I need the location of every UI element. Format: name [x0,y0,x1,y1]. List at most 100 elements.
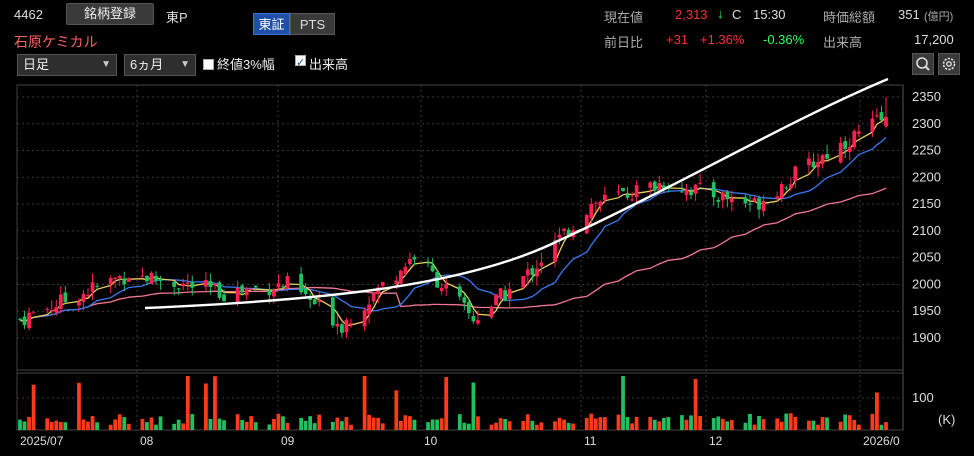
volume-bar [303,420,308,430]
volume-bar [530,420,535,430]
candle-body [45,308,50,310]
volume-bar [884,422,888,430]
candle-body [584,214,589,234]
candle-body [330,297,335,326]
candle-body [725,191,730,200]
volume-bar [95,422,99,430]
volume-bar [689,415,693,430]
candle-body [380,282,385,286]
volume-bar [222,420,226,430]
candle-body [856,131,861,134]
volume-bar [725,421,730,430]
candle-body [426,262,430,264]
candle-body [176,288,181,290]
register-button[interactable]: 銘柄登録 [66,3,154,25]
volume-bar [362,376,367,430]
candle-body [743,197,748,204]
candle-body [376,287,381,294]
candle-body [630,199,634,201]
candle-body [466,302,471,313]
checkbox-box-checked[interactable] [295,55,306,66]
y-tick-label: 2300 [912,116,941,131]
volume-bar [752,424,757,430]
change-value: +31 [666,32,689,47]
candle-body [884,116,888,127]
candle-body [90,282,95,292]
volume-bar [380,423,385,430]
change-percent-2: -0.36% [763,32,805,47]
candle-body [185,282,190,284]
volume-bar [240,419,245,430]
volume-bar [444,377,449,430]
volume-bar [208,418,213,430]
candle-body [761,200,766,212]
volume-bar [394,390,399,430]
change-percent: +1.36% [700,32,745,47]
volume-bar [408,416,412,430]
volume-bar [870,413,875,430]
prev-label: 前日比 [604,35,644,50]
candle-body [680,191,684,193]
zoom-icon[interactable] [912,53,934,75]
candle-body [657,183,662,191]
volume-bar [140,419,145,430]
volume-bar [757,415,761,430]
candle-body [312,299,317,305]
candle-body [349,323,353,325]
candle-body [847,147,852,152]
checkbox-box[interactable] [203,59,214,70]
volume-bar [498,418,503,430]
volume-bar [562,419,566,430]
volume-bar [748,413,752,430]
candle-body [190,282,195,288]
candle-body [784,187,789,189]
x-tick-label: 08 [140,434,154,448]
volume-bar [476,416,480,430]
candle-body [367,304,372,314]
volume-bar [684,419,689,430]
volume-bar [603,417,607,430]
candle-body [122,278,127,285]
current-price: 2,313 [675,7,708,22]
volume-bar [521,420,526,430]
candle-body [249,288,254,290]
volume-bar [743,422,748,430]
volume-bar [571,423,576,430]
candle-body [86,295,90,297]
volume-bar [308,416,313,430]
candle-body [344,319,349,333]
volume-bar [439,418,444,430]
period-select[interactable]: 日足 ▼ [17,54,117,76]
stock-name: 石原ケミカル [14,34,98,50]
candle-body [476,320,480,324]
volume-bar [589,413,594,430]
volume-bar [235,414,240,430]
checkbox-volume[interactable]: 出来高 [295,55,348,75]
volume-bar [113,419,118,430]
candle-body [716,200,721,202]
checkbox-3pct[interactable]: 終値3%幅 [203,55,275,75]
tab-pts[interactable]: PTS [290,13,335,35]
candle-body [253,285,258,288]
candle-body [843,141,848,149]
x-tick-label: 09 [281,434,295,448]
y-tick-label: 2150 [912,196,941,211]
volume-bar [281,416,285,430]
candle-body [54,307,59,313]
volume-bar [716,416,721,430]
candle-body [172,281,177,287]
gear-icon[interactable] [938,53,960,75]
chevron-down-icon: ▼ [180,59,190,70]
tab-tse[interactable]: 東証 [253,13,290,35]
volume-bar [807,420,811,430]
candle-body [81,293,86,303]
mcap-unit: (億円) [924,11,954,23]
candle-body [652,181,657,191]
volume-bar [666,417,671,430]
candle-body [108,277,113,285]
x-tick-label: 11 [584,434,597,448]
volume-bar [625,417,630,430]
range-select[interactable]: 6ヵ月 ▼ [124,54,196,76]
volume-bar [299,417,303,430]
volume-bar [811,420,816,430]
